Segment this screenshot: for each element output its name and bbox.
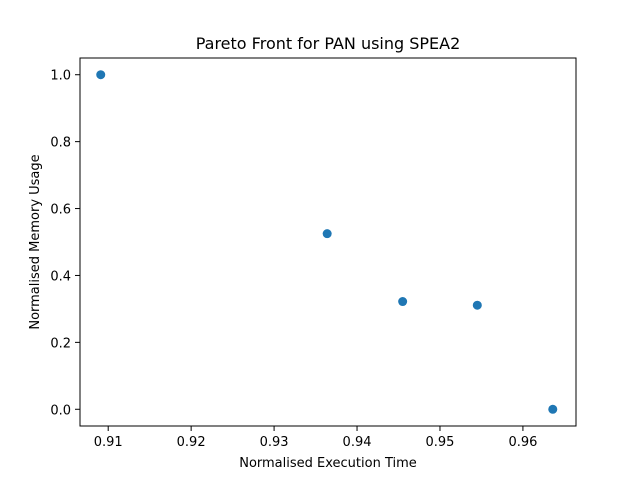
x-axis-label: Normalised Execution Time (239, 456, 417, 471)
x-tick-label: 0.92 (177, 435, 206, 450)
x-tick-label: 0.96 (508, 435, 537, 450)
plot-area: 0.91 0.92 0.93 0.94 0.95 0.96 0.0 0.2 0.4 0.6 0.8 1… (50, 57, 577, 450)
y-tick-label: 0.4 (50, 269, 71, 284)
y-tick-label: 0.0 (50, 403, 71, 418)
data-point (398, 297, 408, 307)
data-point (322, 229, 332, 239)
y-tick-label: 1.0 (50, 69, 71, 84)
y-axis-label: Normalised Memory Usage (28, 154, 43, 329)
data-point (96, 70, 106, 80)
data-point (472, 300, 482, 310)
y-tick-label: 0.8 (50, 136, 71, 151)
y-tick-label: 0.2 (50, 336, 71, 351)
data-point (548, 404, 558, 414)
x-tick-label: 0.94 (343, 435, 372, 450)
x-tick-label: 0.93 (260, 435, 289, 450)
axes-frame (79, 57, 577, 427)
chart-title: Pareto Front for PAN using SPEA2 (196, 34, 461, 53)
y-tick-label: 0.6 (50, 203, 71, 218)
x-tick-label: 0.91 (94, 435, 123, 450)
x-tick-label: 0.95 (425, 435, 454, 450)
